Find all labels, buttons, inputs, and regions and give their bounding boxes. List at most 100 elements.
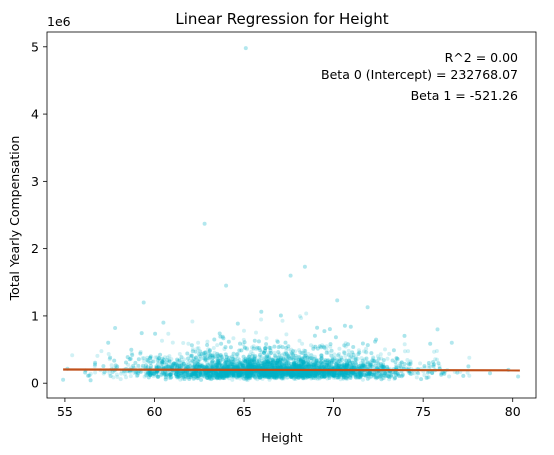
scatter-point <box>202 371 207 376</box>
scatter-point <box>321 365 326 370</box>
scatter-point <box>197 365 201 370</box>
scatter-point <box>247 374 252 379</box>
scatter-point <box>270 372 275 377</box>
scatter-point <box>320 361 325 366</box>
scatter-point <box>186 375 191 380</box>
scatter-point <box>148 356 153 361</box>
scatter-point <box>361 362 366 367</box>
scatter-point <box>331 364 336 369</box>
scatter-point <box>182 377 187 381</box>
scatter-point <box>186 360 190 365</box>
scatter-point <box>257 364 262 369</box>
scatter-point <box>369 370 374 375</box>
scatter-point <box>304 373 309 378</box>
scatter-point <box>364 346 369 351</box>
scatter-point <box>419 377 424 382</box>
scatter-point <box>192 359 197 364</box>
scatter-point <box>177 352 182 356</box>
scatter-point <box>280 345 285 350</box>
scatter-point <box>361 363 366 368</box>
scatter-point <box>176 372 181 377</box>
scatter-point <box>240 372 245 377</box>
scatter-point <box>224 359 229 364</box>
scatter-point <box>317 364 322 369</box>
scatter-point <box>106 352 111 356</box>
scatter-point <box>289 372 294 376</box>
scatter-point <box>337 373 342 378</box>
scatter-point <box>301 374 306 379</box>
scatter-point <box>355 372 360 377</box>
scatter-point <box>279 375 284 380</box>
scatter-point <box>231 372 236 377</box>
scatter-point <box>207 349 212 354</box>
scatter-point <box>345 361 350 366</box>
scatter-point <box>317 364 322 369</box>
scatter-point <box>271 364 276 369</box>
scatter-point <box>296 373 301 377</box>
scatter-point <box>362 349 366 354</box>
scatter-point <box>315 325 320 330</box>
scatter-point <box>240 364 245 369</box>
scatter-point <box>379 363 384 368</box>
scatter-point <box>195 376 200 381</box>
scatter-point <box>179 355 184 360</box>
scatter-point <box>133 370 138 375</box>
scatter-point <box>222 347 227 351</box>
scatter-point <box>320 372 325 377</box>
scatter-point <box>431 364 436 369</box>
scatter-point <box>185 371 190 376</box>
scatter-point <box>360 377 365 382</box>
scatter-point <box>172 361 177 366</box>
scatter-point <box>275 339 280 344</box>
scatter-point <box>214 372 219 377</box>
scatter-point <box>280 375 285 380</box>
scatter-point <box>215 353 220 358</box>
scatter-point <box>268 374 272 379</box>
scatter-point <box>209 363 214 368</box>
scatter-point <box>275 361 279 366</box>
scatter-point <box>272 373 277 378</box>
scatter-point <box>358 373 363 377</box>
scatter-point <box>278 370 283 375</box>
scatter-point <box>223 371 228 376</box>
scatter-point <box>259 317 264 322</box>
scatter-point <box>298 350 302 355</box>
scatter-point <box>336 371 341 376</box>
scatter-point <box>281 373 286 378</box>
scatter-point <box>229 369 234 374</box>
scatter-point <box>166 375 171 380</box>
scatter-point <box>244 358 248 363</box>
scatter-point <box>303 372 308 377</box>
scatter-point <box>328 364 333 369</box>
scatter-point <box>149 359 154 364</box>
scatter-point <box>262 350 267 355</box>
scatter-point <box>364 372 369 377</box>
scatter-point <box>146 370 151 375</box>
scatter-point <box>174 372 179 377</box>
scatter-point <box>169 375 174 379</box>
scatter-point <box>197 372 202 377</box>
scatter-point <box>181 341 186 345</box>
scatter-point <box>278 365 283 370</box>
scatter-point <box>284 345 288 350</box>
scatter-point <box>187 370 192 375</box>
scatter-point <box>263 371 268 376</box>
scatter-point <box>300 373 305 377</box>
scatter-point <box>342 351 347 356</box>
scatter-point <box>277 375 282 380</box>
scatter-point <box>235 375 240 380</box>
scatter-point <box>344 358 349 363</box>
scatter-point <box>302 374 307 379</box>
scatter-point <box>311 376 316 380</box>
scatter-point <box>219 341 224 346</box>
scatter-point <box>336 364 341 369</box>
scatter-point <box>309 364 314 369</box>
scatter-point <box>348 360 352 365</box>
scatter-point <box>322 374 327 379</box>
scatter-point <box>238 341 242 346</box>
scatter-point <box>278 361 283 366</box>
scatter-point <box>201 370 206 375</box>
scatter-point <box>264 371 269 375</box>
scatter-point <box>331 373 336 378</box>
y-offset-label: 1e6 <box>47 14 71 29</box>
